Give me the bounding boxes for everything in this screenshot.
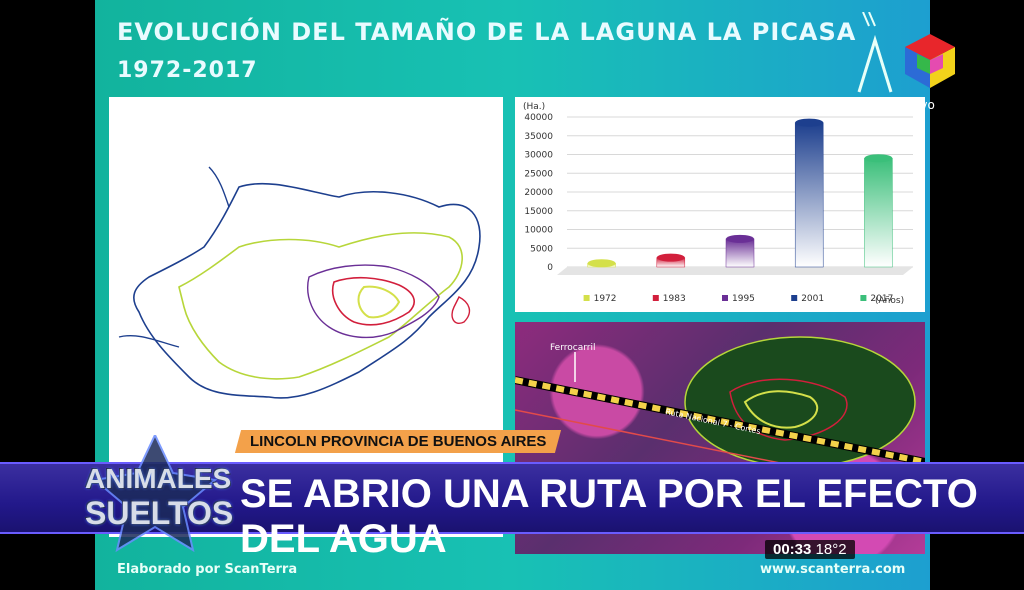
show-title-line1: ANIMALES — [85, 463, 232, 494]
bar-1972 — [587, 259, 616, 268]
bar-top — [726, 234, 754, 243]
bar-top — [587, 259, 616, 268]
railway-label: Ferrocarril — [550, 343, 595, 353]
chart-floor — [557, 267, 913, 275]
bar-1995 — [725, 234, 755, 268]
bar-top — [795, 118, 824, 127]
y-tick-label: 30000 — [524, 151, 553, 161]
bar-body — [794, 122, 824, 268]
location-tag: LINCOLN PROVINCIA DE BUENOS AIRES — [234, 430, 562, 453]
headline-text: SE ABRIO UNA RUTA POR EL EFECTO DEL AGUA — [240, 472, 978, 561]
legend-label: 1983 — [663, 294, 686, 304]
channel-cube-logo-icon — [905, 34, 955, 88]
bar-1983 — [656, 253, 686, 268]
clock-time: 00:33 — [773, 541, 812, 558]
bar-chart-svg: (Ha.) (Años) 0 5000 10000 15000 20000 25000 30… — [523, 102, 913, 306]
temperature: 18°2 — [815, 541, 847, 558]
y-tick-label: 10000 — [524, 226, 553, 236]
website-text: www.scanterra.com — [760, 562, 906, 577]
show-logo: ANIMALES SUELTOS — [85, 435, 234, 555]
legend-label: 2017 — [870, 294, 893, 304]
show-logo-star-icon — [92, 435, 218, 553]
slide-title: EVOLUCIÓN DEL TAMAÑO DE LA LAGUNA LA PIC… — [117, 18, 857, 46]
y-tick-label: 25000 — [524, 169, 553, 179]
scanterra-logo-icon — [857, 12, 893, 93]
slide-subtitle-years: 1972-2017 — [117, 58, 258, 83]
y-tick-label: 35000 — [524, 132, 553, 142]
legend-swatch — [791, 295, 798, 301]
y-tick-label: 20000 — [524, 188, 553, 198]
lagoon-contours — [118, 166, 481, 399]
live-label: vivo — [910, 98, 935, 112]
y-unit-label: (Ha.) — [523, 102, 545, 112]
legend-label: 1972 — [594, 294, 617, 304]
legend-swatch — [652, 295, 659, 301]
bar-2001 — [794, 118, 824, 268]
legend-swatch — [722, 295, 728, 301]
y-tick-label: 40000 — [524, 113, 553, 123]
bar-body — [725, 238, 755, 268]
bar-top — [864, 154, 893, 163]
location-text: LINCOLN PROVINCIA DE BUENOS AIRES — [250, 433, 547, 450]
legend-swatch — [583, 295, 590, 301]
show-title-line2: SUELTOS — [85, 495, 234, 531]
legend-swatch — [860, 295, 867, 301]
y-tick-label: 15000 — [524, 207, 553, 217]
bar-2017 — [864, 154, 893, 268]
satellite-overlay: Ferrocarril Ruta Nacional 7 - Cortes — [515, 336, 925, 493]
time-temperature-box: 00:33 18°2 — [765, 540, 855, 559]
legend-label: 2001 — [801, 294, 824, 304]
legend-label: 1995 — [732, 294, 755, 304]
y-tick-label: 5000 — [530, 244, 553, 254]
area-bar-chart: (Ha.) (Años) 0 5000 10000 15000 20000 25000 30… — [515, 97, 925, 312]
x-unit-label: (Años) — [875, 296, 904, 306]
bar-top — [656, 253, 685, 262]
y-tick-label: 0 — [547, 263, 553, 273]
credit-text: Elaborado por ScanTerra — [117, 562, 298, 577]
bar-body — [864, 158, 893, 268]
